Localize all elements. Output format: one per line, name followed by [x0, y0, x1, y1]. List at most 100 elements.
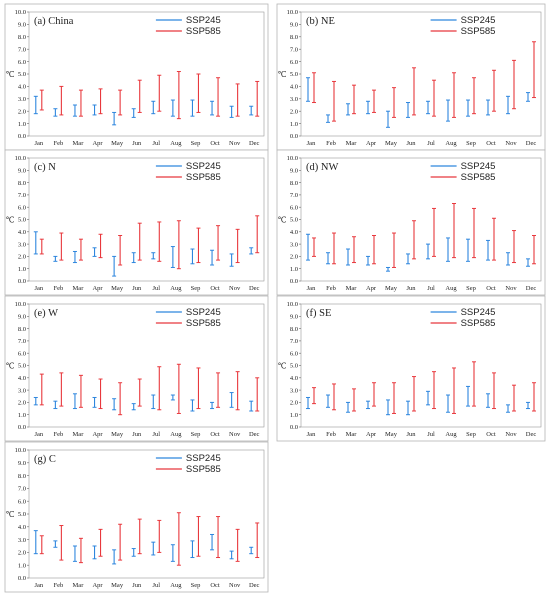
range-bar-ssp245 — [386, 110, 390, 128]
x-tick-label: Sep — [466, 140, 476, 147]
range-bar-ssp585 — [255, 377, 260, 412]
y-tick-label: 10.0 — [15, 9, 26, 16]
range-bar-ssp245 — [170, 99, 175, 117]
range-bar-ssp245 — [190, 248, 195, 265]
range-bar-ssp245 — [92, 396, 97, 408]
y-tick-label: 7.0 — [18, 486, 26, 493]
y-tick-label: 0.0 — [18, 424, 26, 431]
range-bar-ssp245 — [526, 92, 530, 102]
range-bar-ssp245 — [486, 393, 490, 408]
x-tick-label: Aug — [170, 431, 182, 438]
range-bar-ssp585 — [157, 519, 162, 553]
y-tick-label: 9.0 — [18, 22, 26, 29]
y-tick-label: 10.0 — [15, 447, 26, 454]
chart-title: (c) N — [34, 162, 56, 173]
chart-panel-7: 0.0 1.0 2.0 3.0 4.0 5.0 6.0 7.0 8.0 9.0 10.0 ℃ Jan Fe… — [4, 441, 269, 593]
chart-panel-5: 0.0 1.0 2.0 3.0 4.0 5.0 6.0 7.0 8.0 9.0 10.0 ℃ Jan Fe… — [4, 295, 269, 442]
y-tick-label: 6.0 — [290, 204, 298, 211]
range-bar-ssp245 — [446, 394, 450, 413]
chart-panel-1: 0.0 1.0 2.0 3.0 4.0 5.0 6.0 7.0 8.0 9.0 10.0 ℃ Jan Fe… — [4, 3, 269, 151]
range-bar-ssp585 — [157, 221, 162, 262]
y-axis-label: ℃ — [278, 362, 287, 371]
x-tick-label: Dec — [249, 431, 260, 438]
range-bar-ssp245 — [151, 541, 156, 556]
y-tick-label: 8.0 — [290, 34, 298, 41]
range-bar-ssp585 — [78, 238, 83, 261]
legend-label-ssp585: SSP585 — [461, 26, 496, 37]
x-tick-label: Mar — [73, 140, 85, 147]
y-tick-label: 0.0 — [290, 278, 298, 285]
range-bar-ssp245 — [151, 394, 156, 410]
range-bar-ssp245 — [249, 105, 254, 116]
range-bar-ssp585 — [332, 232, 336, 265]
x-tick-label: Jun — [406, 140, 416, 147]
x-tick-label: Nov — [229, 285, 241, 292]
range-bar-ssp585 — [59, 372, 64, 407]
legend-label-ssp585: SSP585 — [186, 318, 221, 329]
range-bar-ssp585 — [39, 89, 44, 111]
x-tick-label: Nov — [229, 140, 241, 147]
x-tick-label: Jul — [152, 140, 160, 147]
range-bar-ssp585 — [312, 237, 316, 257]
chart-title: (a) China — [34, 16, 74, 27]
range-bar-ssp245 — [346, 103, 350, 116]
range-bar-ssp585 — [235, 371, 240, 411]
x-tick-label: Aug — [170, 285, 182, 292]
range-bar-ssp585 — [452, 203, 456, 259]
panel-frame — [276, 295, 546, 442]
x-tick-label: Dec — [526, 140, 537, 147]
y-tick-label: 4.0 — [18, 84, 26, 91]
x-tick-label: Sep — [191, 285, 201, 292]
range-bar-ssp245 — [72, 545, 77, 562]
x-tick-label: Jun — [132, 285, 142, 292]
legend-label-ssp585: SSP585 — [186, 464, 221, 475]
y-tick-label: 10.0 — [287, 9, 298, 16]
x-tick-label: Sep — [466, 431, 476, 438]
y-tick-label: 6.0 — [290, 350, 298, 357]
x-tick-label: Jan — [34, 582, 43, 589]
range-bar-ssp585 — [39, 238, 44, 255]
y-tick-label: 7.0 — [290, 338, 298, 345]
range-bar-ssp585 — [372, 234, 376, 265]
range-bar-ssp245 — [366, 100, 370, 115]
range-bar-ssp585 — [216, 516, 221, 559]
x-tick-label: Apr — [92, 431, 103, 438]
range-bar-ssp585 — [157, 74, 162, 112]
range-bar-ssp245 — [72, 393, 77, 410]
y-axis-label: ℃ — [6, 70, 15, 79]
x-tick-label: Dec — [249, 582, 260, 589]
y-tick-label: 4.0 — [290, 229, 298, 236]
range-bar-ssp245 — [386, 266, 390, 272]
chart-title: (b) NE — [306, 16, 335, 27]
x-tick-label: Jun — [132, 431, 142, 438]
x-tick-label: Feb — [54, 140, 64, 147]
range-bar-ssp585 — [176, 363, 181, 414]
range-bar-ssp245 — [446, 99, 450, 122]
range-bar-ssp585 — [352, 84, 356, 115]
y-tick-label: 8.0 — [18, 180, 26, 187]
range-bar-ssp585 — [372, 382, 376, 407]
range-bar-ssp245 — [229, 550, 234, 560]
legend-label-ssp245: SSP245 — [461, 161, 496, 172]
x-tick-label: Apr — [92, 140, 103, 147]
range-bar-ssp245 — [131, 252, 136, 264]
range-bar-ssp585 — [78, 374, 83, 408]
x-tick-label: Jun — [132, 582, 142, 589]
range-bar-ssp245 — [486, 239, 490, 261]
range-bar-ssp585 — [98, 528, 103, 557]
range-bar-ssp245 — [506, 95, 510, 115]
range-bar-ssp585 — [176, 71, 181, 120]
y-tick-label: 6.0 — [18, 204, 26, 211]
y-tick-label: 5.0 — [290, 71, 298, 78]
range-bar-ssp585 — [255, 80, 260, 117]
range-bar-ssp245 — [33, 396, 38, 406]
x-tick-label: Mar — [346, 285, 358, 292]
range-bar-ssp245 — [426, 100, 430, 115]
y-tick-label: 7.0 — [290, 192, 298, 199]
y-tick-label: 2.0 — [290, 254, 298, 261]
range-bar-ssp245 — [306, 77, 310, 102]
y-tick-label: 5.0 — [18, 511, 26, 518]
y-tick-label: 10.0 — [287, 301, 298, 308]
x-tick-label: Apr — [366, 431, 377, 438]
range-bar-ssp585 — [472, 361, 476, 407]
